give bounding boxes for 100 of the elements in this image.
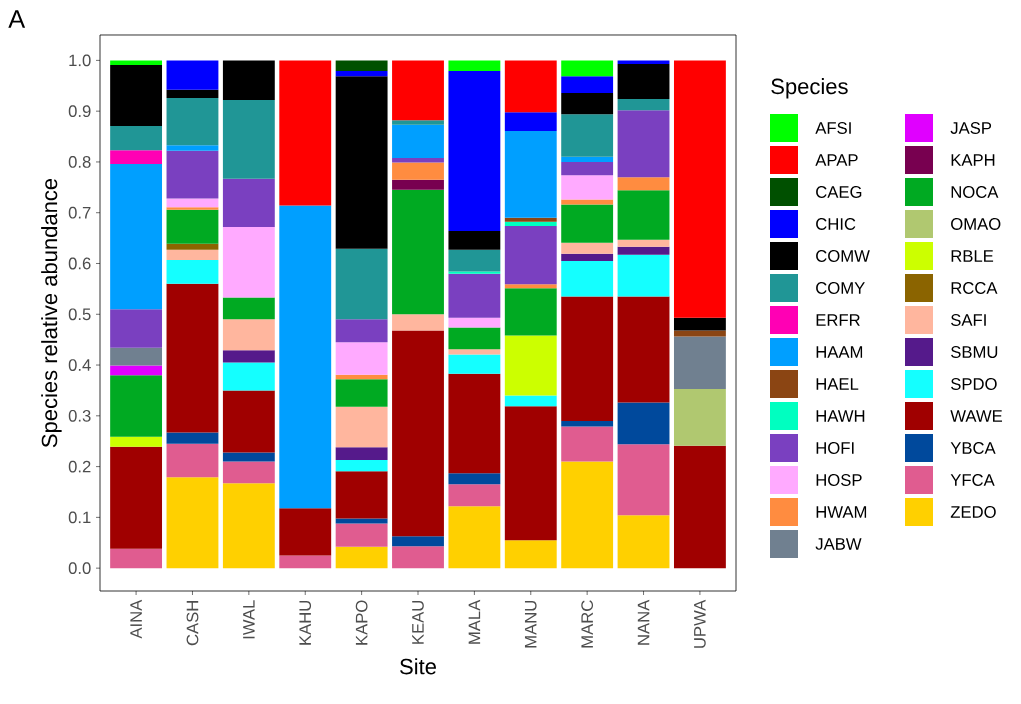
bar <box>448 354 501 374</box>
bar <box>392 330 444 537</box>
bar <box>335 523 388 547</box>
legend-label: APAP <box>815 154 858 166</box>
x-tick-label: AINA <box>130 599 142 639</box>
bar <box>617 444 670 516</box>
x-tick-label: NANA <box>637 599 650 645</box>
bar <box>335 518 388 524</box>
legend-label: OMAO <box>951 218 1001 230</box>
bar <box>279 555 332 569</box>
bar <box>110 548 163 569</box>
legend-label: HWAM <box>816 506 867 518</box>
bar <box>222 178 275 227</box>
y-tick-label: 0.2 <box>68 460 91 473</box>
bar <box>561 461 614 569</box>
bar <box>110 365 163 376</box>
legend-label: RCCA <box>951 282 998 294</box>
bar <box>504 335 557 396</box>
legend-label: COMW <box>816 250 870 262</box>
bar <box>617 239 670 247</box>
bar <box>166 150 219 199</box>
bar <box>561 161 614 176</box>
bar <box>673 330 726 337</box>
bar <box>448 271 501 274</box>
bar <box>335 248 388 320</box>
bar <box>166 209 219 244</box>
legend-label: KAPH <box>951 154 995 166</box>
bar <box>222 99 275 179</box>
legend-label: ZEDO <box>950 506 996 518</box>
bar <box>617 63 670 99</box>
x-tick-label: CASH <box>186 601 199 646</box>
bar <box>617 110 670 178</box>
legend-label: JASP <box>950 122 992 134</box>
bar <box>561 114 614 157</box>
bar <box>335 460 388 472</box>
bar <box>222 297 275 320</box>
bar <box>561 60 614 77</box>
legend-label: CHIC <box>816 218 856 230</box>
bar <box>222 226 275 298</box>
bar <box>617 177 670 191</box>
legend-label: AFSI <box>815 122 851 134</box>
bar <box>448 473 501 485</box>
legend-label: HAAM <box>816 346 863 358</box>
bar <box>561 156 614 162</box>
bar <box>110 436 163 447</box>
bar <box>222 362 275 391</box>
bar <box>110 60 163 65</box>
bar <box>504 130 557 218</box>
bar <box>561 260 614 297</box>
bar <box>392 536 444 547</box>
bar <box>673 317 726 331</box>
bar <box>504 288 557 336</box>
legend-label: SPDO <box>951 378 997 390</box>
bar <box>110 163 163 310</box>
bar <box>561 92 614 115</box>
legend-label: NOCA <box>951 186 999 198</box>
legend-label: RBLE <box>951 250 994 262</box>
legend-label: SAFI <box>951 314 986 326</box>
bar <box>279 60 332 206</box>
bar <box>504 540 557 569</box>
bar <box>617 515 670 569</box>
bar <box>561 76 614 93</box>
bar <box>392 124 444 158</box>
bar <box>166 249 219 260</box>
y-tick-label: 1.0 <box>69 54 91 67</box>
legend-label: CAEG <box>816 186 862 198</box>
legend-label: HOSP <box>816 474 862 486</box>
bar <box>561 175 614 200</box>
bar <box>448 349 501 355</box>
bar <box>392 60 444 121</box>
bar <box>448 506 501 569</box>
bar <box>110 150 163 164</box>
bar <box>448 249 501 272</box>
bar <box>335 60 388 72</box>
bar <box>617 296 670 403</box>
bar <box>166 259 219 284</box>
legend-label: WAWE <box>950 410 1003 422</box>
bar <box>335 379 388 407</box>
legend-label: HAWH <box>816 410 865 422</box>
text: A <box>8 10 26 28</box>
bar <box>504 284 557 289</box>
bar <box>673 336 726 389</box>
bar <box>166 198 219 208</box>
x-tick-label: IWAL <box>243 600 255 639</box>
bar <box>110 309 163 348</box>
bar <box>335 471 388 519</box>
bar <box>335 447 388 460</box>
legend-label: YBCA <box>950 442 996 454</box>
bar <box>561 199 614 205</box>
bar <box>504 406 557 541</box>
bar <box>222 350 275 363</box>
bar <box>504 225 557 285</box>
bar <box>504 60 557 113</box>
legend-title: Species <box>771 78 848 99</box>
bar <box>222 452 275 462</box>
x-tick-label: KEAU <box>412 601 424 644</box>
x-tick-label: MANU <box>524 601 537 648</box>
bar <box>110 125 163 151</box>
bar <box>222 461 275 484</box>
bar <box>561 204 614 243</box>
